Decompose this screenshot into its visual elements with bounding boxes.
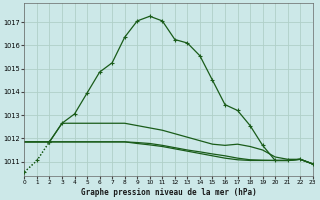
X-axis label: Graphe pression niveau de la mer (hPa): Graphe pression niveau de la mer (hPa) <box>81 188 256 197</box>
